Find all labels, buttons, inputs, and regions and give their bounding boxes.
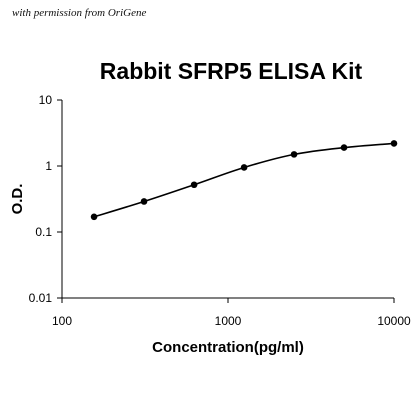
permission-watermark: with permission from OriGene	[12, 7, 147, 19]
y-tick-label: 0.1	[35, 225, 52, 239]
data-point	[390, 140, 398, 147]
y-tick-label: 10	[39, 93, 53, 107]
chart-title: Rabbit SFRP5 ELISA Kit	[99, 58, 363, 84]
x-tick-label: 10000	[377, 314, 411, 328]
x-tick-label: 1000	[215, 314, 242, 328]
data-point	[340, 144, 348, 151]
data-point	[90, 213, 98, 221]
y-tick-label: 1	[45, 159, 52, 173]
data-point	[190, 181, 198, 189]
data-point	[140, 198, 148, 205]
y-tick-label: 0.01	[29, 291, 53, 305]
x-tick-label: 100	[52, 314, 72, 328]
data-point	[240, 164, 248, 171]
x-axis-title: Concentration(pg/ml)	[152, 339, 304, 356]
fitted-curve	[93, 142, 395, 218]
y-axis-title: O.D.	[9, 184, 26, 215]
data-point	[290, 151, 298, 158]
